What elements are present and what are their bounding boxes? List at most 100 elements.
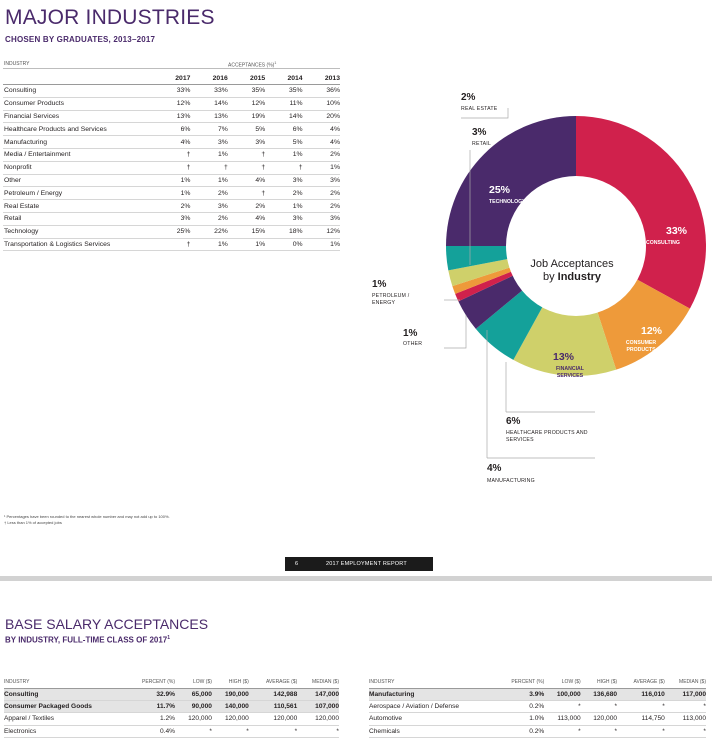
salary-row: Aerospace / Aviation / Defense 0.2% * * * * [369, 700, 706, 714]
acceptance-value: 1% [190, 148, 228, 162]
table-row: Financial Services 13% 13% 19% 14% 20% [3, 110, 340, 124]
petroleum-pct: 1% [372, 279, 387, 290]
acceptance-value: 12% [153, 97, 191, 111]
acceptance-value: 2% [302, 148, 340, 162]
salary-subtitle-sup: 1 [167, 635, 171, 641]
slice-label-technology-pct: 25% [489, 184, 511, 196]
salary-value: 116,010 [617, 688, 665, 702]
salary-value: 90,000 [175, 700, 212, 714]
salary-industry: Consumer Packaged Goods [4, 700, 124, 714]
slice-label-consulting-name: CONSULTING [646, 240, 680, 246]
acceptance-value: 1% [265, 199, 303, 213]
year-header: 2014 [265, 72, 303, 85]
industry-name: Technology [3, 225, 153, 239]
acceptance-value: † [190, 161, 228, 175]
acceptance-value: † [227, 148, 266, 162]
salary-value: * [664, 725, 706, 738]
salary-value: 147,000 [297, 688, 339, 702]
salary-industry: Automotive [369, 712, 494, 726]
salary-value: * [664, 700, 706, 714]
acceptances-label: ACCEPTANCES (%)1 [228, 61, 276, 69]
salary-header-row: INDUSTRY PERCENT (%) LOW ($) HIGH ($) AV… [369, 676, 706, 689]
acceptance-value: 3% [190, 135, 228, 149]
industry-name: Healthcare Products and Services [3, 122, 153, 137]
page-divider [0, 576, 712, 581]
salary-value: * [617, 725, 665, 738]
salary-header-industry: INDUSTRY [369, 676, 494, 689]
acceptance-value: 3% [190, 199, 228, 213]
industry-name: Other [3, 174, 153, 188]
salary-subtitle-text: BY INDUSTRY, FULL-TIME CLASS OF 2017 [5, 635, 168, 645]
table-top-rule [3, 68, 340, 69]
acceptance-value: 18% [265, 225, 303, 239]
salary-value: * [617, 700, 665, 714]
chart-center-line-2: by Industry [506, 271, 638, 284]
salary-header-low: LOW ($) [175, 676, 212, 689]
salary-header-percent: PERCENT (%) [494, 676, 545, 689]
chart-center-title: Job Acceptances by Industry [506, 258, 638, 284]
salary-header-row: INDUSTRY PERCENT (%) LOW ($) HIGH ($) AV… [4, 676, 339, 689]
other-pct: 1% [403, 328, 418, 339]
acceptance-value: 2% [227, 199, 266, 213]
salary-industry: Aerospace / Aviation / Defense [369, 700, 494, 714]
footnotes: ¹ Percentages have been rounded to the n… [4, 514, 170, 525]
report-title: 2017 EMPLOYMENT REPORT [326, 561, 407, 567]
year-header: 2015 [227, 72, 266, 85]
salary-value: * [544, 700, 581, 714]
table-row: Petroleum / Energy 1% 2% † 2% 2% [3, 186, 340, 201]
acceptance-value: 1% [190, 238, 228, 252]
petroleum-label: PETROLEUM / ENERGY [372, 293, 410, 306]
leader-line-other [444, 315, 467, 349]
acceptance-value: † [153, 148, 191, 162]
salary-header-median: MEDIAN ($) [297, 676, 339, 689]
page-title: MAJOR INDUSTRIES [5, 6, 215, 29]
real-estate-label: REAL ESTATE [461, 106, 498, 112]
salary-value: 32.9% [124, 688, 176, 702]
salary-value: * [248, 725, 298, 738]
industry-name: Consumer Products [3, 97, 153, 111]
acceptance-value: 5% [265, 135, 303, 149]
salary-value: 120,000 [211, 712, 249, 726]
salary-value: 120,000 [175, 712, 212, 726]
salary-header-high: HIGH ($) [580, 676, 618, 689]
industry-name: Real Estate [3, 199, 153, 213]
acceptance-value: † [227, 161, 266, 175]
year-header: 2013 [302, 72, 340, 85]
salary-value: 117,000 [664, 688, 706, 702]
salary-row: Automotive 1.0% 113,000 120,000 114,750 113,0… [369, 712, 706, 726]
salary-industry: Chemicals [369, 725, 494, 738]
salary-value: * [211, 725, 249, 738]
salary-value: 140,000 [211, 700, 249, 714]
acceptance-value: 3% [265, 212, 303, 226]
acceptance-value: 12% [302, 225, 340, 239]
salary-value: 110,561 [248, 700, 298, 714]
salary-industry: Electronics [4, 725, 124, 738]
acceptance-value: 1% [265, 148, 303, 162]
page-subtitle: CHOSEN BY GRADUATES, 2013–2017 [5, 35, 156, 44]
salary-value: * [580, 700, 618, 714]
salary-value: 190,000 [211, 688, 249, 702]
acceptance-value: † [153, 238, 191, 252]
slice-label-consulting-pct: 33% [666, 225, 688, 237]
year-header: 2016 [190, 72, 228, 85]
slice-label-financial-services-pct: 13% [553, 351, 575, 363]
salary-row: Consumer Packaged Goods 11.7% 90,000 140,00… [4, 700, 339, 714]
salary-value: 1.2% [124, 712, 176, 726]
acceptance-value: 0% [265, 238, 303, 252]
acceptance-value: 7% [190, 122, 228, 137]
acceptance-value: 12% [227, 97, 266, 111]
salary-value: * [580, 725, 618, 738]
salary-value: * [544, 725, 581, 738]
acceptance-value: 22% [190, 225, 228, 239]
salary-row: Consulting 32.9% 65,000 190,000 142,988 147,0… [4, 688, 339, 702]
healthcare-pct: 6% [506, 416, 521, 427]
acceptance-value: 1% [153, 174, 191, 188]
slice-label-consumer-products-pct: 12% [641, 325, 663, 337]
slice-label-financial-services-name: FINANCIAL SERVICES [550, 366, 590, 379]
retail-pct: 3% [472, 127, 487, 138]
salary-value: 1.0% [494, 712, 545, 726]
chart-center-line-1: Job Acceptances [530, 258, 614, 270]
salary-row: Apparel / Textiles 1.2% 120,000 120,000 120,… [4, 712, 339, 726]
header-blank [3, 72, 153, 85]
chart-center-by: by [542, 271, 558, 283]
